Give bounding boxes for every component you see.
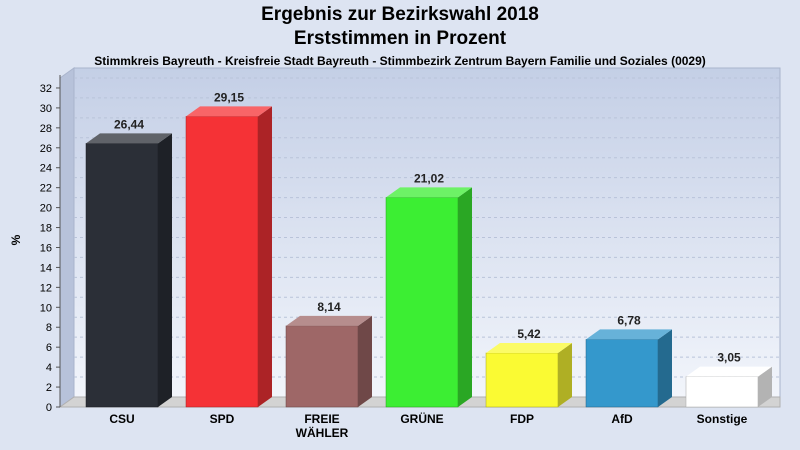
chart-caption: Stimmkreis Bayreuth - Kreisfreie Stadt B… <box>94 54 706 68</box>
bar-front <box>685 376 759 408</box>
chart-title: Ergebnis zur Bezirkswahl 2018 <box>261 4 539 25</box>
data-label: 6,78 <box>617 313 641 327</box>
plot-side-wall <box>59 67 75 408</box>
bar-top <box>586 329 672 340</box>
bar-side <box>458 187 472 407</box>
data-label: 29,15 <box>214 90 244 104</box>
y-tick-label: 0 <box>46 402 52 414</box>
bar <box>385 187 472 408</box>
y-tick-label: 8 <box>46 322 52 334</box>
bar-top <box>386 187 472 198</box>
bar-side <box>258 106 272 407</box>
y-tick-label: 32 <box>40 83 52 95</box>
bar <box>285 315 372 408</box>
bar-front <box>385 197 459 408</box>
x-tick-label: Sonstige <box>697 412 748 426</box>
y-tick-label: 12 <box>40 282 52 294</box>
y-tick-label: 6 <box>46 342 52 354</box>
bar <box>685 366 772 408</box>
x-tick-label: FREIE WÄHLER <box>296 412 349 440</box>
y-tick-label: 20 <box>40 203 52 215</box>
bar-front <box>285 325 359 408</box>
bar-side <box>358 315 372 407</box>
bar-front <box>85 143 159 408</box>
chart-subtitle: Erststimmen in Prozent <box>293 28 507 49</box>
bar-top <box>86 133 172 144</box>
x-tick-label: GRÜNE <box>400 411 443 426</box>
data-label: 3,05 <box>717 351 741 365</box>
bar-side <box>758 366 772 407</box>
y-tick-label: 26 <box>40 143 52 155</box>
bar-front <box>585 339 659 408</box>
y-tick-label: 22 <box>40 183 52 195</box>
bar <box>85 133 172 408</box>
bar <box>585 329 672 408</box>
y-tick-label: 30 <box>40 103 52 115</box>
bar-top <box>286 315 372 326</box>
y-tick-label: 16 <box>40 242 52 254</box>
bar-front <box>185 116 259 408</box>
bar-side <box>558 342 572 407</box>
bar <box>185 106 272 408</box>
data-label: 26,44 <box>114 117 144 131</box>
y-tick-label: 10 <box>40 302 52 314</box>
y-axis-label: % <box>9 234 23 245</box>
bar-front <box>485 352 559 408</box>
data-label: 21,02 <box>414 171 444 185</box>
x-tick-label: SPD <box>210 412 235 426</box>
y-tick-label: 28 <box>40 123 52 135</box>
y-tick-label: 24 <box>40 163 52 175</box>
x-tick-label: AfD <box>611 412 633 426</box>
bar-side <box>158 133 172 407</box>
y-tick-label: 18 <box>40 223 52 235</box>
bar-top <box>686 366 772 377</box>
y-tick-label: 4 <box>46 362 52 374</box>
y-tick-label: 14 <box>40 262 52 274</box>
x-tick-label: CSU <box>109 412 134 426</box>
bar-top <box>186 106 272 117</box>
y-tick-label: 2 <box>46 382 52 394</box>
bar-top <box>486 342 572 353</box>
bar <box>485 342 572 408</box>
x-tick-label: FDP <box>510 412 534 426</box>
data-label: 5,42 <box>517 327 541 341</box>
bar-side <box>658 329 672 407</box>
data-label: 8,14 <box>317 300 341 314</box>
